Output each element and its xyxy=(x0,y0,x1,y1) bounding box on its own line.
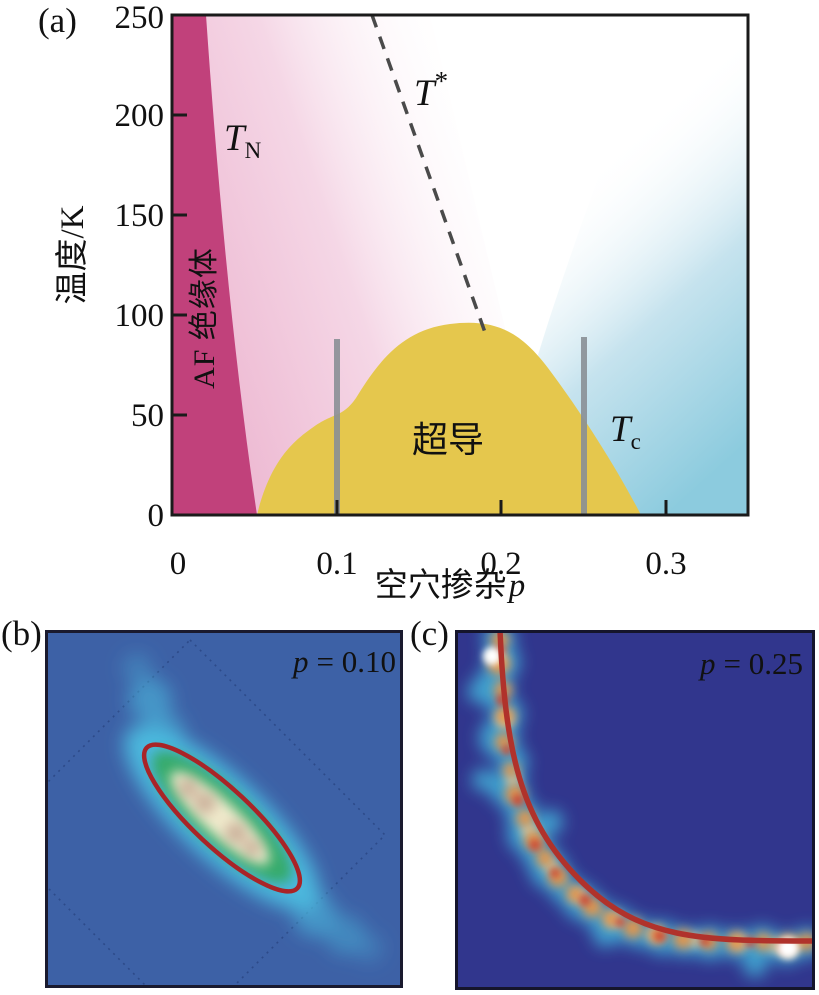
y-tick-100: 100 xyxy=(115,298,165,334)
fermi-surface-fit-arc xyxy=(497,630,815,944)
panel-c-fermi-map: p = 0.25 xyxy=(455,630,815,990)
af-insulator-label: AF 绝缘体 xyxy=(188,247,221,389)
panel-c-frame xyxy=(455,630,815,990)
y-tick-150: 150 xyxy=(115,198,165,234)
panel-b-label: (b) xyxy=(1,614,42,653)
superconductor-label: 超导 xyxy=(412,420,484,460)
x-tick-01: 0.1 xyxy=(316,546,357,582)
tc-label: Tc xyxy=(610,409,641,454)
y-axis-label: 温度/K xyxy=(54,205,91,304)
x-axis-label: 空穴掺杂p xyxy=(375,567,526,604)
panel-b-frame xyxy=(45,630,403,988)
tstar-label: T* xyxy=(414,66,448,114)
tstar-dashed-line xyxy=(370,15,489,339)
y-tick-200: 200 xyxy=(115,98,165,134)
y-tick-250: 250 xyxy=(115,0,165,36)
panel-a-phase-diagram: 250 200 150 100 50 0 0 0.1 0.2 0.3 温度/K … xyxy=(38,0,750,604)
x-tick-02: 0.2 xyxy=(480,546,521,582)
panel-b-annotation: p = 0.10 xyxy=(291,644,396,679)
intensity-hot-spots xyxy=(178,778,261,857)
y-tick-50: 50 xyxy=(131,398,164,434)
tn-label: TN xyxy=(224,118,262,163)
af-insulator-region xyxy=(172,15,257,515)
panel-c-label: (c) xyxy=(410,614,449,653)
superconducting-dome xyxy=(257,322,641,515)
panel-a-label: (a) xyxy=(38,1,77,40)
brillouin-zone-diamond xyxy=(45,638,387,988)
x-axis-ticks xyxy=(335,500,668,514)
fit-contour-ellipse xyxy=(141,742,303,894)
fermi-liquid-blue-region xyxy=(538,15,748,515)
panel-b-fermi-map: p = 0.10 xyxy=(45,630,403,988)
y-axis-ticks xyxy=(173,113,187,417)
plot-border xyxy=(170,13,750,517)
x-tick-0: 0 xyxy=(170,546,187,582)
y-tick-0: 0 xyxy=(148,498,165,534)
x-tick-03: 0.3 xyxy=(645,546,686,582)
panel-c-annotation: p = 0.25 xyxy=(698,646,803,681)
